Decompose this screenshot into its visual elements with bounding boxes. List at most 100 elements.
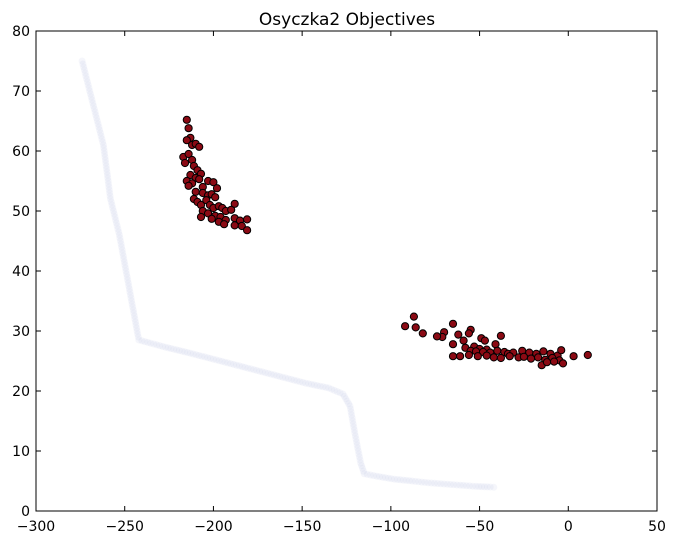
- pareto-front-mark: [120, 258, 128, 266]
- pareto-front-mark: [356, 456, 364, 464]
- pareto-front-mark: [122, 267, 130, 275]
- pareto-front-mark: [349, 420, 357, 428]
- pareto-front-mark: [353, 441, 361, 449]
- pareto-front-mark: [352, 435, 360, 443]
- pareto-front-mark: [387, 475, 395, 483]
- pareto-front-mark: [150, 340, 158, 348]
- scatter-point: [459, 336, 468, 345]
- pareto-front-mark: [472, 482, 480, 490]
- scatter-point: [418, 329, 427, 338]
- pareto-front-mark: [367, 471, 374, 479]
- y-tick-label: 50: [12, 204, 30, 220]
- pareto-front-mark: [132, 321, 140, 329]
- pareto-front-mark: [119, 249, 127, 257]
- pareto-front-mark: [110, 210, 118, 218]
- pareto-front-mark: [212, 356, 220, 364]
- pareto-front-mark: [408, 477, 416, 485]
- y-tick-label: 30: [12, 324, 30, 340]
- scatter-point: [496, 331, 505, 340]
- pareto-front-mark: [114, 225, 122, 233]
- scatter-point: [401, 322, 410, 331]
- pareto-front-mark: [247, 365, 255, 373]
- scatter-point: [237, 221, 246, 231]
- pareto-front-mark: [345, 400, 353, 408]
- pareto-front-mark: [138, 337, 146, 345]
- pareto-front-mark: [293, 377, 301, 385]
- scatter-point: [456, 352, 465, 361]
- scatter-point: [182, 115, 191, 124]
- pareto-front-mark: [147, 339, 155, 347]
- pareto-front-mark: [453, 481, 461, 489]
- data-points: [179, 115, 592, 370]
- scatter-point: [207, 214, 216, 223]
- pareto-front-mark: [92, 111, 100, 119]
- scatter-point: [534, 353, 543, 362]
- pareto-front-mark: [351, 429, 359, 437]
- pareto-front-mark: [402, 476, 410, 484]
- pareto-front-mark: [348, 411, 356, 419]
- pareto-front-mark: [117, 240, 125, 248]
- pareto-front-mark: [108, 201, 116, 209]
- scatter-point: [243, 215, 252, 224]
- pareto-front-mark: [241, 363, 249, 371]
- pareto-front-mark: [204, 354, 212, 362]
- pareto-front-mark: [296, 378, 304, 386]
- pareto-front-mark: [421, 478, 429, 486]
- pareto-front-mark: [478, 483, 486, 491]
- pareto-front-mark: [310, 381, 318, 389]
- y-tick-label: 60: [12, 144, 30, 160]
- pareto-front-mark: [264, 369, 272, 377]
- pareto-front-mark: [173, 346, 181, 354]
- scatter-point: [464, 329, 473, 338]
- pareto-front-mark: [456, 481, 464, 489]
- scatter-point: [558, 359, 568, 368]
- pareto-front-mark: [118, 243, 126, 251]
- pareto-front-mark: [209, 355, 217, 363]
- pareto-front-mark: [87, 93, 95, 101]
- pareto-front-mark: [186, 349, 194, 357]
- y-axis: 0 10 20 30 40 50 60 70 80: [12, 24, 657, 520]
- pareto-front-mark: [349, 417, 357, 425]
- pareto-front-mark: [130, 309, 138, 317]
- x-tick-label: −50: [465, 519, 495, 535]
- pareto-front-mark: [336, 389, 344, 397]
- pareto-front-mark: [319, 383, 327, 391]
- pareto-front-mark: [355, 450, 363, 458]
- scatter-point: [496, 353, 505, 363]
- pareto-front-mark: [117, 237, 124, 245]
- x-axis: −300 −250 −200 −150 −100 −50 0 50: [17, 31, 666, 535]
- pareto-front-mark: [84, 78, 91, 86]
- pareto-front-mark: [346, 402, 354, 410]
- pareto-front-mark: [270, 371, 278, 379]
- pareto-front-mark: [405, 477, 413, 485]
- pareto-front-mark: [353, 438, 361, 446]
- pareto-front-mark: [97, 132, 105, 140]
- scatter-point: [448, 352, 458, 361]
- pareto-front-mark: [313, 382, 321, 390]
- pareto-front-mark: [98, 135, 106, 143]
- pareto-front-mark: [299, 378, 307, 386]
- pareto-front-mark: [106, 192, 114, 200]
- scatter-point: [182, 136, 191, 145]
- x-tick-label: −200: [194, 519, 232, 535]
- pareto-front-mark: [90, 102, 97, 110]
- pareto-front-mark: [100, 144, 108, 152]
- pareto-front-mark: [93, 114, 101, 122]
- pareto-front-mark: [109, 204, 117, 212]
- pareto-front-mark: [87, 90, 94, 98]
- pareto-front-mark: [347, 405, 355, 413]
- pareto-front-mark: [124, 279, 132, 287]
- pareto-front-mark: [308, 380, 315, 388]
- pareto-front-mark: [130, 312, 138, 320]
- y-tick-label: 40: [12, 264, 30, 280]
- pareto-front-mark: [373, 472, 381, 480]
- pareto-front-mark: [78, 57, 86, 65]
- scatter-point: [569, 352, 578, 361]
- pareto-front-mark: [443, 480, 451, 488]
- pareto-front-mark: [115, 228, 123, 236]
- pareto-front-mark: [121, 261, 129, 269]
- pareto-front-mark: [84, 81, 92, 89]
- pareto-front-mark: [350, 423, 358, 431]
- scatter-point: [526, 354, 536, 363]
